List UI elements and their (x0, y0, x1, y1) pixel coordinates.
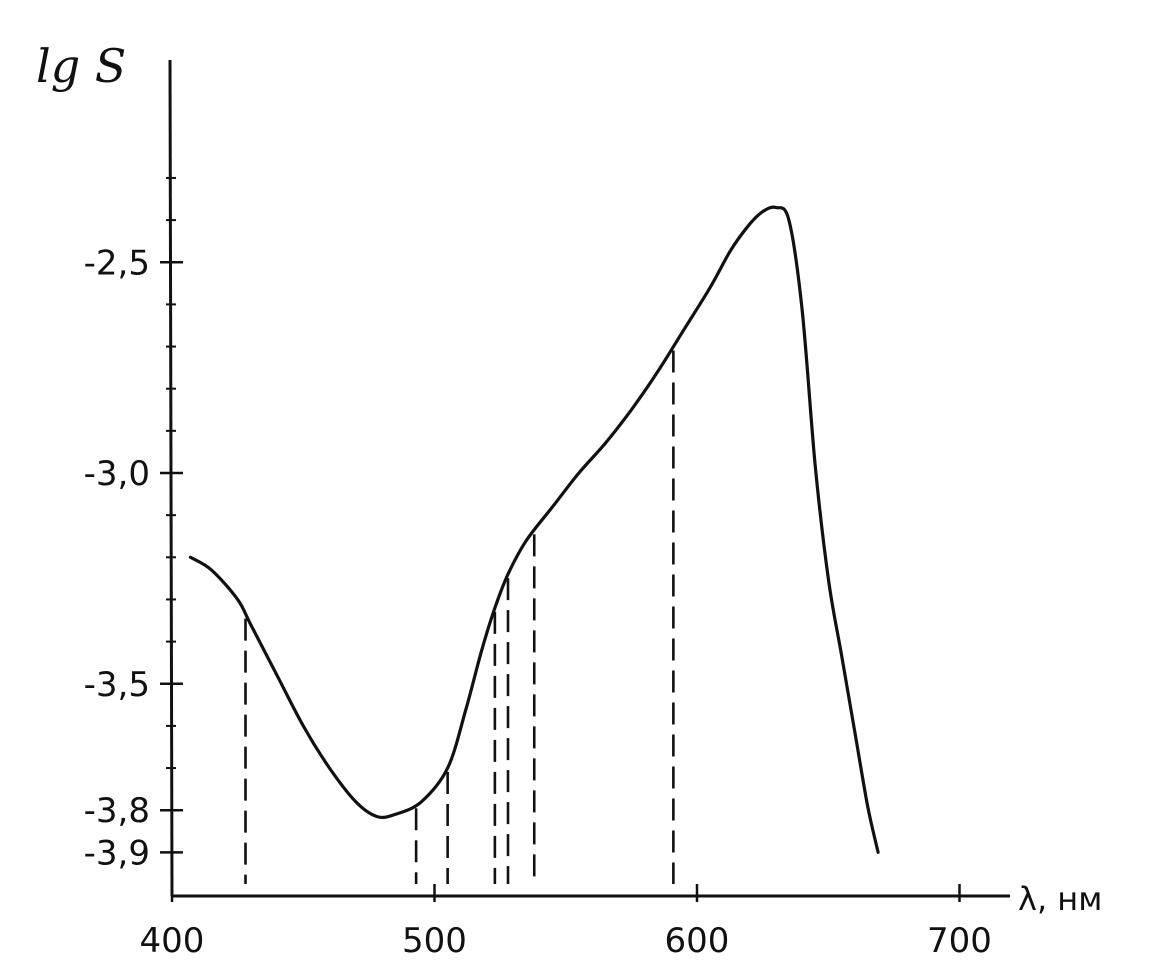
dashed-drop-lines (244, 350, 675, 884)
x-axis-title: λ, нм (1018, 880, 1102, 918)
x-tick-label: 400 (140, 921, 205, 961)
x-axis-ticks: 400 500 600 700 (140, 884, 992, 961)
y-tick-label: -3,0 (84, 454, 150, 494)
y-tick-label: -3,8 (84, 791, 150, 831)
y-tick-label: -3,5 (84, 665, 150, 705)
y-axis-line (168, 59, 174, 897)
series-line (188, 205, 880, 854)
chart-axes (168, 59, 1010, 898)
y-minor-ticks (166, 176, 176, 770)
x-tick-label: 600 (665, 921, 730, 961)
y-axis-ticks: -2,5 -3,0 -3,5 -3,8-3,9 (84, 243, 183, 873)
x-tick-label: 500 (402, 921, 467, 961)
x-tick-label: 700 (927, 921, 992, 961)
y-tick-label: -3,9 (84, 833, 150, 873)
y-axis-title: lg S (36, 39, 126, 93)
y-tick-label: -2,5 (84, 243, 150, 283)
